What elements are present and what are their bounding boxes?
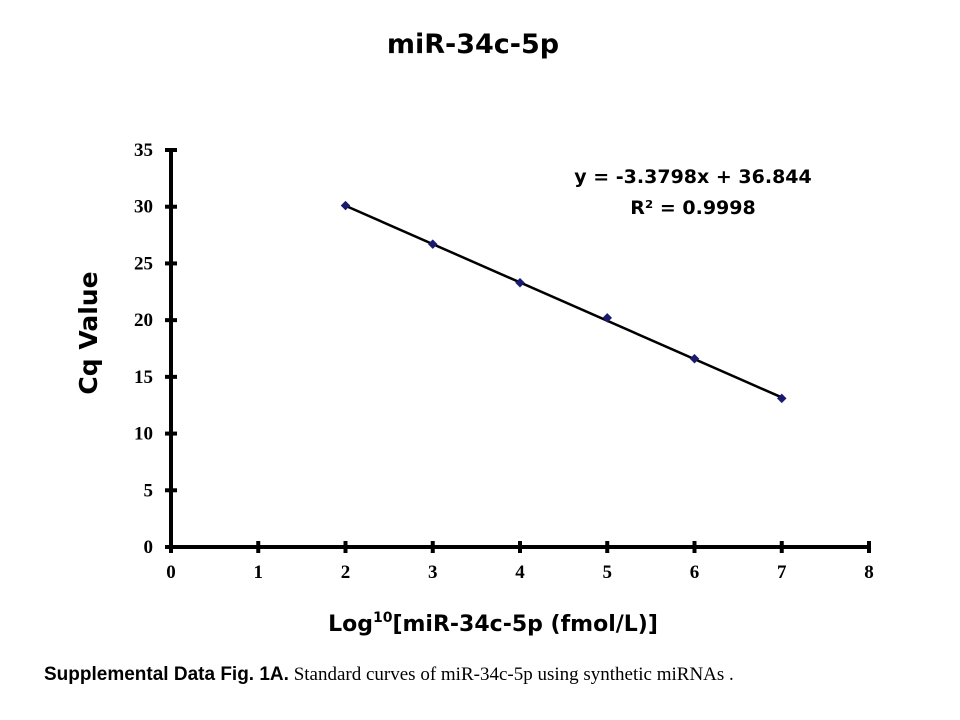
axes: [169, 148, 871, 549]
y-tick-label: 30: [134, 197, 153, 218]
x-tick-label: 0: [166, 562, 176, 583]
trendline: [344, 204, 783, 399]
x-axis-label-suffix: [miR-34c-5p (fmol/L)]: [392, 612, 657, 637]
y-tick-label: 15: [134, 367, 153, 388]
x-tick-label: 5: [603, 562, 613, 583]
data-point-diamond: [427, 239, 438, 249]
x-axis-label-prefix: Log: [328, 612, 373, 637]
ticks: [165, 148, 871, 553]
data-point-diamond: [602, 313, 613, 323]
y-tick-label: 10: [134, 424, 153, 445]
data-point-diamond: [689, 353, 700, 364]
r-squared-label: R² = 0.9998: [630, 197, 755, 219]
figure-caption: Supplemental Data Fig. 1A. Standard curv…: [44, 664, 944, 686]
y-tick-label: 20: [134, 310, 153, 331]
y-tick-label: 0: [144, 537, 154, 558]
y-tick-label: 25: [134, 253, 153, 274]
chart: miR-34c-5p Cq Value Log10[miR-34c-5p (fm…: [74, 29, 874, 637]
x-tick-label: 7: [777, 562, 787, 583]
y-tick-label: 5: [144, 480, 154, 501]
chart-title: miR-34c-5p: [387, 29, 559, 60]
x-tick-label: 4: [515, 562, 525, 583]
x-tick-label: 8: [864, 562, 874, 583]
data-points: [340, 200, 787, 404]
data-point-diamond: [776, 393, 787, 404]
x-axis-label-superscript: 10: [373, 610, 393, 626]
x-tick-label: 2: [341, 562, 351, 583]
tick-labels: 0 1 2 3 4 5 6 7 8 0 5 10 15 20 25 30 35: [134, 140, 874, 583]
caption-lead: Supplemental Data Fig. 1A.: [44, 664, 289, 685]
data-point-diamond: [340, 200, 351, 211]
x-tick-label: 1: [254, 562, 264, 583]
caption-body: Standard curves of miR-34c-5p using synt…: [288, 664, 734, 685]
equation-label: y = -3.3798x + 36.844: [574, 166, 811, 188]
data-point-diamond: [515, 277, 525, 288]
x-axis-label: Log10[miR-34c-5p (fmol/L)]: [328, 610, 658, 637]
y-tick-label: 35: [134, 140, 153, 161]
x-tick-label: 6: [690, 562, 700, 583]
x-tick-label: 3: [428, 562, 438, 583]
y-axis-label: Cq Value: [74, 271, 103, 394]
